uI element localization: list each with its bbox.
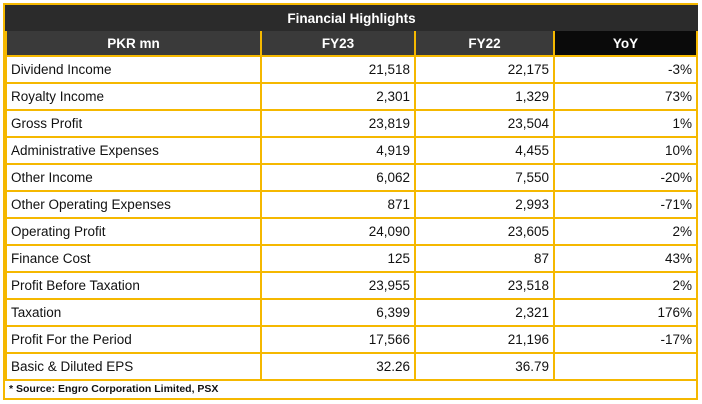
cell-yoy: -20% [552, 163, 699, 192]
table-row: Administrative Expenses 4,919 4,455 10% [5, 136, 699, 165]
table-row: Taxation 6,399 2,321 176% [5, 298, 699, 327]
cell-yoy: 1% [552, 109, 699, 138]
cell-fy23: 4,919 [260, 136, 416, 165]
table-row: Profit Before Taxation 23,955 23,518 2% [5, 271, 699, 300]
cell-fy22: 21,196 [414, 325, 555, 354]
cell-fy22: 2,993 [414, 190, 555, 219]
financial-highlights-panel: Financial Highlights PKR mn FY23 FY22 Yo… [3, 3, 699, 400]
cell-fy22: 7,550 [414, 163, 555, 192]
table-row: Basic & Diluted EPS 32.26 36.79 [5, 352, 699, 381]
header-row: PKR mn FY23 FY22 YoY [5, 29, 699, 57]
cell-yoy [552, 352, 699, 381]
row-label: Other Income [5, 163, 262, 192]
row-label: Dividend Income [5, 55, 262, 84]
cell-fy23: 871 [260, 190, 416, 219]
cell-fy23: 24,090 [260, 217, 416, 246]
row-label: Royalty Income [5, 82, 262, 111]
cell-fy22: 2,321 [414, 298, 555, 327]
cell-fy22: 23,518 [414, 271, 555, 300]
cell-yoy: -71% [552, 190, 699, 219]
table-row: Other Operating Expenses 871 2,993 -71% [5, 190, 699, 219]
column-header-fy22: FY22 [414, 29, 555, 57]
row-label: Profit For the Period [5, 325, 262, 354]
cell-fy23: 23,955 [260, 271, 416, 300]
financial-table: Financial Highlights PKR mn FY23 FY22 Yo… [4, 5, 699, 381]
row-label: Operating Profit [5, 217, 262, 246]
cell-fy23: 32.26 [260, 352, 416, 381]
cell-fy22: 36.79 [414, 352, 555, 381]
cell-fy23: 23,819 [260, 109, 416, 138]
row-label: Other Operating Expenses [5, 190, 262, 219]
table-row: Other Income 6,062 7,550 -20% [5, 163, 699, 192]
cell-fy23: 17,566 [260, 325, 416, 354]
table-row: Finance Cost 125 87 43% [5, 244, 699, 273]
cell-fy22: 87 [414, 244, 555, 273]
cell-fy22: 23,504 [414, 109, 555, 138]
source-note: * Source: Engro Corporation Limited, PSX [9, 383, 219, 395]
cell-yoy: 10% [552, 136, 699, 165]
cell-yoy: 43% [552, 244, 699, 273]
table-row: Gross Profit 23,819 23,504 1% [5, 109, 699, 138]
table-row: Operating Profit 24,090 23,605 2% [5, 217, 699, 246]
table-title: Financial Highlights [4, 5, 699, 31]
row-label: Basic & Diluted EPS [5, 352, 262, 381]
cell-fy22: 4,455 [414, 136, 555, 165]
table-row: Dividend Income 21,518 22,175 -3% [5, 55, 699, 84]
table-row: Profit For the Period 17,566 21,196 -17% [5, 325, 699, 354]
cell-yoy: 176% [552, 298, 699, 327]
cell-fy23: 125 [260, 244, 416, 273]
cell-fy23: 21,518 [260, 55, 416, 84]
column-header-unit: PKR mn [5, 29, 262, 57]
cell-fy23: 6,062 [260, 163, 416, 192]
row-label: Profit Before Taxation [5, 271, 262, 300]
cell-yoy: -17% [552, 325, 699, 354]
cell-fy23: 6,399 [260, 298, 416, 327]
column-header-fy23: FY23 [260, 29, 416, 57]
table-row: Royalty Income 2,301 1,329 73% [5, 82, 699, 111]
cell-fy22: 23,605 [414, 217, 555, 246]
cell-yoy: -3% [552, 55, 699, 84]
row-label: Finance Cost [5, 244, 262, 273]
row-label: Administrative Expenses [5, 136, 262, 165]
row-label: Gross Profit [5, 109, 262, 138]
title-row: Financial Highlights [4, 5, 699, 31]
cell-yoy: 2% [552, 217, 699, 246]
column-header-yoy: YoY [552, 29, 699, 57]
cell-fy23: 2,301 [260, 82, 416, 111]
cell-fy22: 1,329 [414, 82, 555, 111]
cell-yoy: 73% [552, 82, 699, 111]
cell-yoy: 2% [552, 271, 699, 300]
row-label: Taxation [5, 298, 262, 327]
cell-fy22: 22,175 [414, 55, 555, 84]
